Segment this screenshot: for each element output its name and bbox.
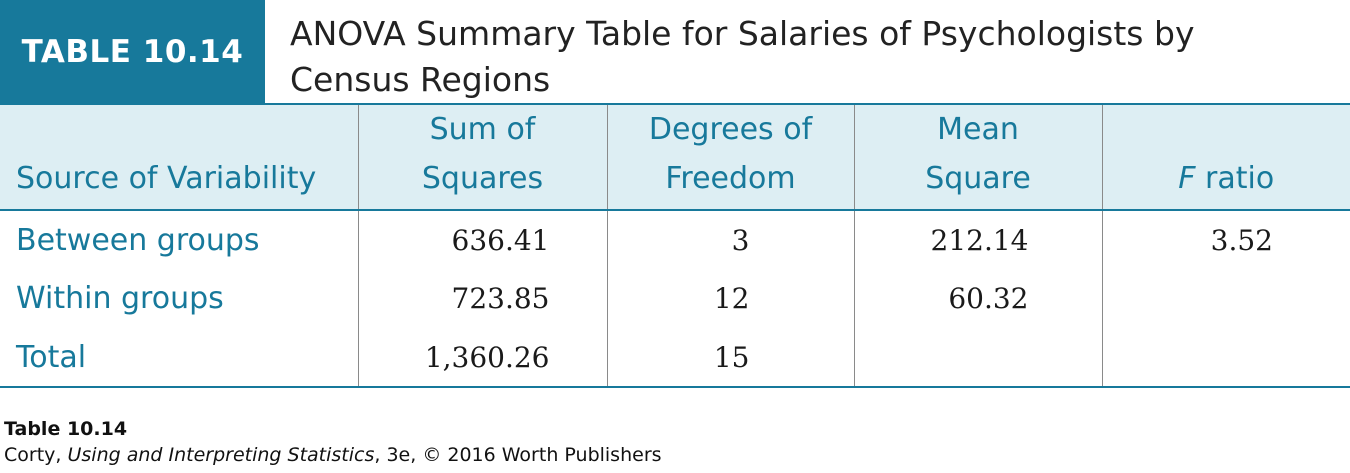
table-row: Within groups 723.85 12 60.32 xyxy=(0,269,1350,328)
sum-of-squares-cell: 636.41 xyxy=(357,210,607,269)
sum-of-squares-cell: 1,360.26 xyxy=(357,328,607,388)
header-row: Source of Variability Sum of Squares Deg… xyxy=(0,105,1350,211)
caption-table-label: Table 10.14 xyxy=(4,418,128,440)
column-header-df-line2: Freedom xyxy=(665,161,796,196)
caption-book-title: Using and Interpreting Statistics xyxy=(67,444,375,466)
column-header-f-symbol: F xyxy=(1178,161,1196,196)
column-header-degrees-of-freedom: Degrees of Freedom xyxy=(606,105,854,211)
caption-citation: Corty, Using and Interpreting Statistics… xyxy=(4,442,662,468)
degrees-of-freedom-cell: 12 xyxy=(606,269,854,328)
column-header-sum-of-squares: Sum of Squares xyxy=(357,105,607,211)
column-header-mean-square: Mean Square xyxy=(853,105,1102,211)
mean-square-cell: 60.32 xyxy=(853,269,1102,328)
table-row: Total 1,360.26 15 xyxy=(0,328,1350,388)
column-header-df-line1: Degrees of xyxy=(648,112,813,147)
table-head: Source of Variability Sum of Squares Deg… xyxy=(0,105,1350,211)
column-header-ms-line1: Mean xyxy=(937,112,1019,147)
column-header-ms-line2: Square xyxy=(925,161,1031,196)
row-source-label: Between groups xyxy=(16,222,260,258)
row-source-label: Within groups xyxy=(16,281,224,316)
column-header-ss-line2: Squares xyxy=(421,161,544,196)
column-header-source: Source of Variability xyxy=(0,105,358,211)
table-header: TABLE 10.14 ANOVA Summary Table for Sala… xyxy=(0,0,1350,103)
degrees-of-freedom-cell: 3 xyxy=(606,210,854,269)
source-caption: Table 10.14 Corty, Using and Interpretin… xyxy=(4,416,662,468)
caption-author: Corty, xyxy=(4,444,68,466)
column-header-f-text: ratio xyxy=(1195,161,1275,196)
header-rule xyxy=(0,103,1350,105)
column-header-ss-line1: Sum of xyxy=(429,112,536,147)
sum-of-squares-cell: 723.85 xyxy=(357,269,607,328)
caption-publisher: , 3e, © 2016 Worth Publishers xyxy=(374,444,662,466)
column-header-f-ratio: F ratio xyxy=(1101,105,1350,211)
f-ratio-cell xyxy=(1101,328,1350,388)
mean-square-cell: 212.14 xyxy=(853,210,1102,269)
table-body: Between groups 636.41 3 212.14 3.52 With… xyxy=(0,210,1350,388)
f-ratio-cell: 3.52 xyxy=(1101,210,1350,269)
table-title: ANOVA Summary Table for Salaries of Psyc… xyxy=(290,11,1330,103)
mean-square-cell xyxy=(853,328,1102,388)
table-row: Between groups 636.41 3 212.14 3.52 xyxy=(0,210,1350,269)
table-number-tag: TABLE 10.14 xyxy=(0,0,265,103)
anova-summary-table: Source of Variability Sum of Squares Deg… xyxy=(0,105,1350,388)
degrees-of-freedom-cell: 15 xyxy=(606,328,854,388)
f-ratio-cell xyxy=(1101,269,1350,328)
table-title-line2: Census Regions xyxy=(290,60,551,99)
column-header-source-text: Source of Variability xyxy=(16,161,317,196)
table-title-line1: ANOVA Summary Table for Salaries of Psyc… xyxy=(290,14,1195,53)
row-source-label: Total xyxy=(0,328,358,388)
